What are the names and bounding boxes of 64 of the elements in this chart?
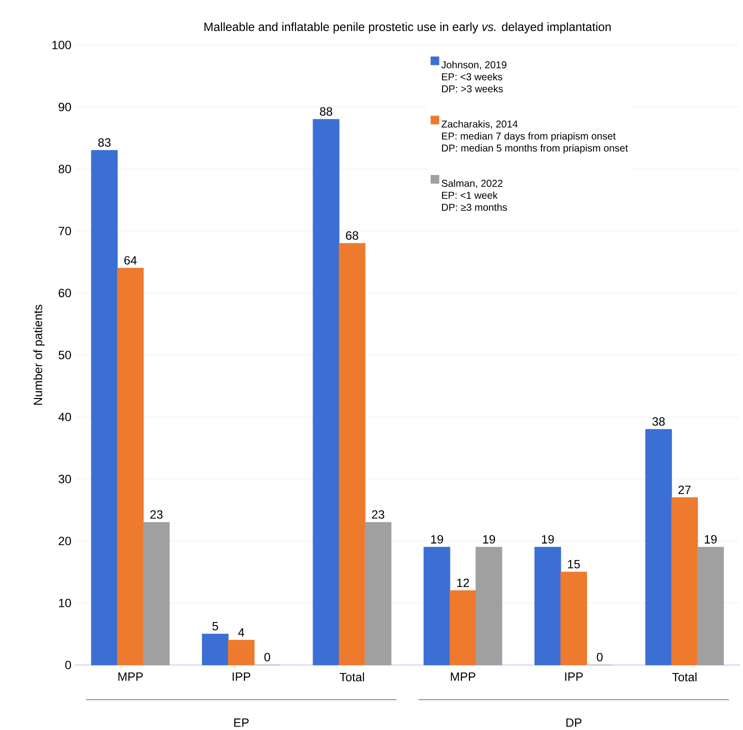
bar [450, 590, 476, 666]
data-label: 19 [542, 535, 554, 544]
annotation: DP: ≥3 months [442, 203, 507, 211]
annotation: EP: median 7 days from priapism onset [442, 132, 616, 142]
y-tick-label: 40 [58, 412, 72, 422]
x-tick-label: Total [672, 672, 696, 682]
y-tick-label: 60 [58, 288, 72, 298]
bar [312, 119, 340, 666]
annotation: EP: <3 weeks [442, 72, 502, 80]
data-label: 19 [431, 535, 444, 544]
text: EP [234, 718, 249, 727]
data-label: 38 [652, 417, 665, 426]
bar [476, 546, 502, 666]
y-tick-label: 100 [52, 40, 72, 50]
data-label: 4 [238, 628, 244, 637]
y-axis-title: Number of patients [33, 304, 45, 405]
bar [117, 268, 144, 666]
bar [697, 546, 724, 666]
x-tick-label: IPP [232, 672, 250, 681]
data-label: 64 [124, 256, 137, 264]
data-label: 23 [150, 510, 163, 519]
bar [560, 572, 588, 666]
legend-label: Salman, 2022 [442, 179, 502, 188]
chart-title: Malleable and inflatable penile prostetic use in early vs. delayed implantation [204, 22, 611, 34]
data-label: 19 [704, 535, 717, 544]
y-tick-label: 50 [58, 350, 72, 360]
data-label: 0 [264, 652, 270, 662]
y-tick-label: 0 [65, 660, 72, 670]
data-label: 15 [568, 560, 580, 568]
y-tick-label: 30 [58, 474, 72, 484]
bar [534, 546, 562, 666]
data-label: 27 [678, 486, 691, 494]
x-tick-label: MPP [118, 672, 143, 681]
bar [645, 429, 672, 666]
data-label: 12 [457, 578, 469, 587]
x-tick-label: Total [340, 672, 364, 682]
text: DP [566, 718, 582, 727]
annotation: EP: <1 week [442, 191, 498, 199]
y-tick-label: 70 [58, 226, 72, 236]
bar [228, 640, 255, 666]
bar [424, 546, 450, 666]
data-label: 88 [320, 107, 332, 116]
data-label: 5 [212, 622, 218, 630]
x-tick-label: IPP [565, 672, 583, 681]
data-label: 68 [346, 231, 358, 240]
data-label: 83 [98, 138, 111, 147]
y-tick-label: 10 [59, 598, 72, 608]
y-tick-label: 80 [58, 164, 72, 174]
data-label: 0 [596, 652, 603, 662]
x-tick-label: MPP [450, 672, 476, 681]
data-label: 19 [483, 535, 496, 544]
annotation: DP: median 5 months from priapism onset [442, 144, 628, 154]
annotation: DP: >3 weeks [442, 84, 503, 92]
bar [202, 634, 229, 666]
bar [338, 243, 366, 666]
bar [364, 522, 392, 666]
legend-label: Johnson, 2019 [441, 60, 506, 70]
bar [671, 497, 698, 666]
bar [143, 522, 170, 666]
y-tick-label: 90 [58, 102, 72, 112]
bar [91, 150, 118, 666]
data-label: 23 [372, 510, 384, 519]
legend-label: Zacharakis, 2014 [442, 120, 518, 129]
y-tick-label: 20 [58, 536, 72, 546]
